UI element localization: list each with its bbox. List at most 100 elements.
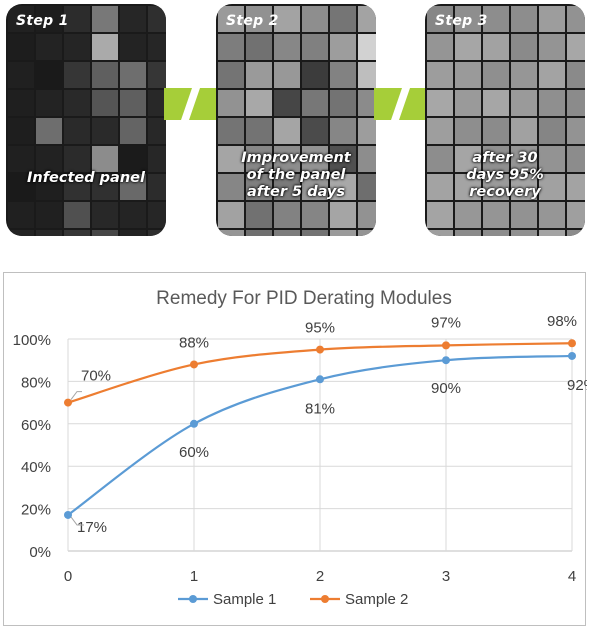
data-point: [64, 398, 72, 407]
solar-cell: [567, 174, 585, 200]
chart-title: Remedy For PID Derating Modules: [156, 288, 452, 309]
infected-panel-cells: [8, 6, 166, 236]
solar-cell: [302, 90, 328, 116]
solar-cell: [8, 62, 34, 88]
solar-cell: [64, 62, 90, 88]
solar-cell: [302, 174, 328, 200]
solar-cell: [274, 62, 300, 88]
solar-cell: [246, 230, 272, 236]
solar-cell: [427, 202, 453, 228]
solar-cell: [92, 230, 118, 236]
x-tick-label: 0: [64, 568, 72, 585]
solar-cell: [92, 62, 118, 88]
data-label: 60%: [179, 444, 209, 461]
solar-cell: [36, 6, 62, 32]
solar-cell: [483, 202, 509, 228]
solar-cell: [36, 90, 62, 116]
solar-cell: [427, 118, 453, 144]
solar-cell: [64, 34, 90, 60]
y-tick-label: 80%: [21, 374, 51, 391]
solar-cell: [567, 230, 585, 236]
solar-cell: [427, 90, 453, 116]
solar-cell: [567, 90, 585, 116]
solar-cell: [358, 6, 376, 32]
solar-cell: [330, 34, 356, 60]
solar-cell: [358, 62, 376, 88]
solar-cell: [455, 174, 481, 200]
solar-cell: [218, 146, 244, 172]
solar-cell: [218, 34, 244, 60]
chart-container: Remedy For PID Derating Modules 0% 20% 40%…: [3, 272, 587, 626]
solar-cell: [64, 174, 90, 200]
x-tick-label: 3: [442, 568, 450, 585]
solar-cell: [358, 34, 376, 60]
x-tick-label: 4: [568, 568, 576, 585]
solar-cell: [511, 6, 537, 32]
solar-cell: [148, 34, 166, 60]
solar-cell: [567, 118, 585, 144]
solar-cell: [567, 34, 585, 60]
solar-cell: [302, 146, 328, 172]
data-label: 98%: [547, 313, 577, 330]
solar-cell: [483, 90, 509, 116]
solar-cell: [148, 62, 166, 88]
legend-label-1: Sample 1: [213, 591, 276, 608]
label-leader-line: [70, 391, 82, 400]
data-label: 90%: [431, 380, 461, 397]
solar-cell: [120, 118, 146, 144]
line-chart: Remedy For PID Derating Modules 0% 20% 40%…: [13, 288, 587, 608]
solar-cell: [218, 6, 244, 32]
solar-cell: [64, 6, 90, 32]
solar-cell: [358, 90, 376, 116]
solar-cell: [36, 118, 62, 144]
solar-cell: [539, 230, 565, 236]
pid-recovery-steps: Step 1 Infected panel Step 2 Improvement…: [0, 0, 591, 240]
solar-cell: [274, 146, 300, 172]
legend-label-2: Sample 2: [345, 591, 408, 608]
solar-cell: [274, 34, 300, 60]
solar-cell: [511, 118, 537, 144]
solar-cell: [246, 174, 272, 200]
solar-cell: [36, 146, 62, 172]
solar-cell: [120, 6, 146, 32]
solar-cell: [64, 118, 90, 144]
solar-cell: [218, 90, 244, 116]
step-2-panel: Step 2 Improvement of the panel after 5 …: [216, 4, 376, 236]
solar-cell: [64, 202, 90, 228]
solar-cell: [120, 34, 146, 60]
solar-cell: [455, 118, 481, 144]
solar-cell: [511, 62, 537, 88]
y-tick-label: 0%: [29, 544, 51, 561]
solar-cell: [148, 174, 166, 200]
solar-cell: [358, 202, 376, 228]
solar-cell: [427, 230, 453, 236]
solar-cell: [120, 90, 146, 116]
solar-cell: [274, 118, 300, 144]
y-tick-label: 20%: [21, 502, 51, 519]
y-tick-label: 100%: [13, 332, 51, 349]
solar-cell: [246, 146, 272, 172]
solar-cell: [120, 62, 146, 88]
solar-cell: [511, 174, 537, 200]
solar-cell: [483, 118, 509, 144]
solar-cell: [8, 202, 34, 228]
step-3-panel: Step 3 after 30 days 95% recovery: [425, 4, 585, 236]
data-label: 95%: [305, 320, 335, 337]
solar-cell: [539, 90, 565, 116]
solar-cell: [483, 146, 509, 172]
solar-cell: [539, 62, 565, 88]
solar-cell: [92, 118, 118, 144]
legend-marker-1: [189, 595, 197, 603]
solar-cell: [330, 62, 356, 88]
solar-cell: [148, 118, 166, 144]
y-tick-label: 40%: [21, 459, 51, 476]
solar-cell: [120, 230, 146, 236]
solar-cell: [8, 118, 34, 144]
x-axis: 0 1 2 3 4: [64, 568, 576, 585]
solar-cell: [455, 230, 481, 236]
solar-cell: [539, 118, 565, 144]
data-point: [64, 510, 72, 519]
solar-cell: [539, 34, 565, 60]
solar-cell: [92, 90, 118, 116]
data-label: 81%: [305, 400, 335, 417]
